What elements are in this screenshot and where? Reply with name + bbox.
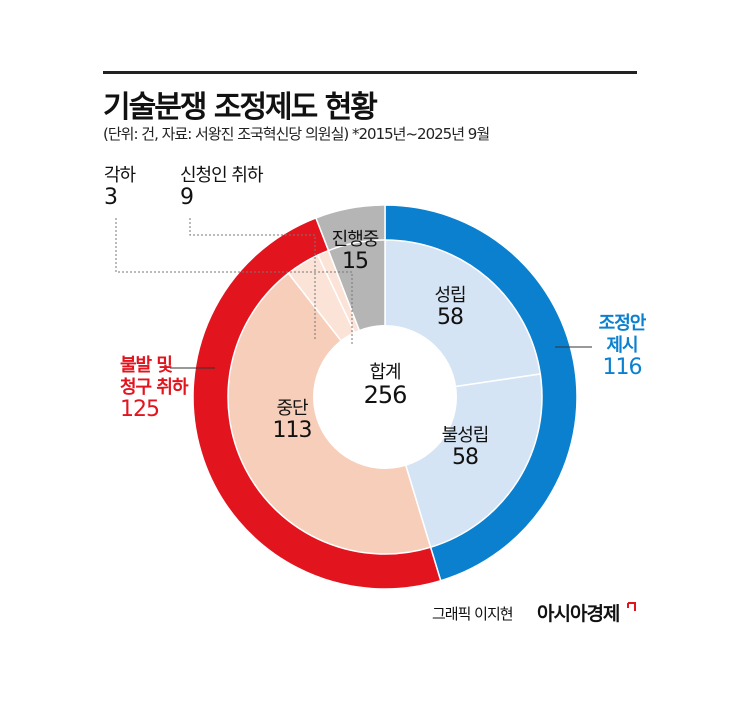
label-stop-name: 중단	[276, 398, 308, 419]
label-red: 불발 및 청구 취하 125	[120, 355, 189, 422]
leader-gakha	[115, 218, 353, 345]
top-rule	[103, 71, 637, 74]
label-blue-line2: 제시	[606, 335, 638, 356]
label-inprogress-value: 15	[342, 249, 369, 274]
center-hole	[313, 325, 457, 469]
label-blue-value: 116	[602, 355, 643, 380]
label-stop: 중단 113	[262, 398, 322, 442]
label-total-name: 합계	[369, 362, 401, 383]
label-blue-line1: 조정안	[598, 313, 647, 334]
chart-title: 기술분쟁 조정제도 현황	[103, 90, 378, 125]
brand-logo: 아시아경제	[537, 603, 620, 625]
leader-withdraw	[189, 218, 316, 340]
label-total-value: 256	[363, 381, 408, 409]
label-inprogress-name: 진행중	[331, 229, 380, 250]
credit: 그래픽 이지현	[432, 605, 514, 623]
label-withdraw-name: 신청인 취하	[180, 165, 264, 186]
label-success-name: 성립	[434, 285, 466, 306]
label-success: 성립 58	[425, 285, 475, 329]
label-withdraw: 신청인 취하 9	[180, 165, 264, 210]
label-red-value: 125	[120, 397, 160, 422]
label-inprogress: 진행중 15	[325, 229, 385, 273]
label-fail-value: 58	[452, 445, 479, 470]
label-gakha-value: 3	[104, 185, 118, 210]
label-success-value: 58	[437, 305, 464, 330]
label-gakha-name: 각하	[104, 165, 136, 186]
chart-subtitle: (단위: 건, 자료: 서왕진 조국혁신당 의원실) *2015년~2025년 …	[103, 125, 490, 143]
label-withdraw-value: 9	[180, 185, 194, 210]
label-gakha: 각하 3	[104, 165, 136, 210]
label-stop-value: 113	[272, 418, 313, 443]
label-total: 합계 256	[345, 362, 425, 409]
label-fail-name: 불성립	[441, 425, 490, 446]
label-red-line2: 청구 취하	[120, 377, 189, 398]
label-blue: 조정안 제시 116	[592, 313, 652, 379]
label-red-line1: 불발 및	[120, 355, 173, 376]
label-fail: 불성립 58	[430, 425, 500, 469]
